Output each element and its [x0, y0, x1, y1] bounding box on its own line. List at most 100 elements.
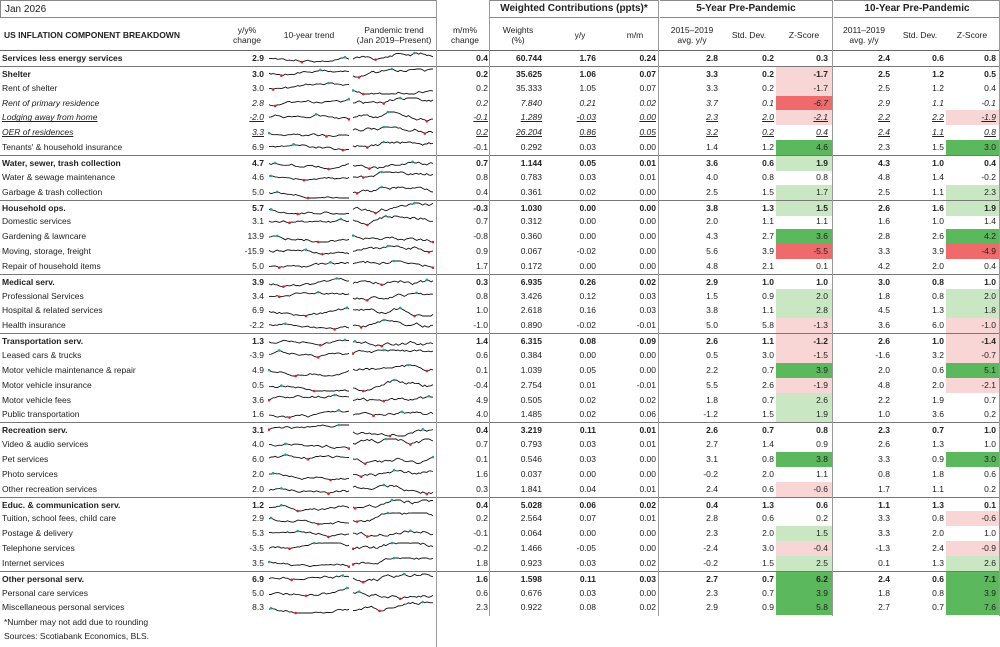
yy-change: 3.3 [252, 127, 264, 138]
yy-change: 6.0 [252, 453, 264, 464]
sparkline-path [268, 261, 350, 268]
five-year-stddev: 1.2 [762, 142, 774, 153]
ten-year-avg: 2.6 [878, 336, 890, 347]
five-year-stddev: 0.2 [762, 53, 774, 63]
table-row: Moving, storage, freight -15.9 0.9 0.067 -0.… [0, 244, 1000, 260]
mm-change: 0.4 [476, 425, 488, 436]
weight: 3.219 [520, 425, 542, 436]
sparkline-low-marker [341, 148, 345, 152]
pandemic-trend-sparkline [352, 339, 434, 348]
yy-change: 5.0 [252, 260, 264, 271]
pandemic-trend-cell [352, 303, 434, 318]
ten-year-avg: 2.4 [878, 127, 890, 138]
five-year-avg: -0.2 [703, 557, 718, 568]
ten-year-avg: 2.2 [878, 394, 890, 405]
table-row: Miscellaneous personal services 8.3 2.3 0.9… [0, 600, 1000, 616]
ten-year-trend-sparkline [268, 55, 350, 64]
weighted-mm: -0.01 [636, 320, 656, 331]
pandemic-trend-cell [352, 511, 434, 526]
ten-year-trend-sparkline [268, 207, 350, 215]
weighted-mm: 0.02 [639, 602, 656, 613]
weighted-yy: 0.03 [579, 142, 596, 153]
ten-year-trend-cell [268, 51, 350, 66]
ten-year-trend-cell [268, 541, 350, 556]
ten-year-stddev: 1.2 [932, 82, 944, 93]
weighted-mm: 0.00 [639, 112, 656, 123]
ten-year-zscore: -0.9 [946, 541, 1000, 557]
five-year-zscore: 3.8 [776, 451, 832, 467]
header-weights: Weights (%) [492, 18, 544, 51]
row-label: Water, sewer, trash collection [2, 157, 121, 168]
weighted-mm: -0.01 [636, 379, 656, 390]
pandemic-trend-cell [352, 110, 434, 125]
weight: 1.039 [520, 364, 542, 375]
mm-change: 0.4 [476, 499, 488, 510]
ten-year-avg: 2.4 [878, 53, 890, 63]
five-year-avg: 3.8 [706, 305, 718, 316]
pandemic-trend-sparkline [352, 498, 433, 510]
table-row: Rent of primary residence 2.8 0.2 7.840 0.21… [0, 95, 1000, 111]
yy-change: 2.9 [252, 53, 264, 63]
mm-change: 1.6 [476, 573, 488, 584]
yy-change: 5.3 [252, 528, 264, 539]
mm-change: 0.3 [476, 483, 488, 494]
ten-year-trend-sparkline [268, 132, 350, 138]
sparkline-low-marker [431, 240, 434, 244]
pandemic-trend-cell [352, 275, 434, 290]
sparkline-low-marker [304, 315, 308, 318]
ten-year-stddev: 0.8 [932, 587, 944, 598]
header-weights-line1: Weights [502, 24, 534, 35]
five-year-zscore: 1.5 [776, 200, 832, 216]
weighted-mm: 0.00 [639, 260, 656, 271]
sparkline-path [268, 472, 350, 481]
weight: 0.067 [520, 246, 542, 257]
table-row: Pet services 6.0 0.1 0.546 0.03 0.00 3.1 0.8 3.8… [0, 451, 1000, 467]
table-row: Personal care services 5.0 0.6 0.676 0.03 0.0… [0, 585, 1000, 601]
ten-year-trend-sparkline [268, 541, 350, 551]
five-year-zscore: 1.5 [776, 526, 832, 542]
sparkline-low-marker [366, 146, 369, 149]
header-pandemic: Pandemic trend (Jan 2019–Present) [352, 18, 436, 51]
ten-year-zscore: 0.5 [984, 68, 996, 79]
ten-year-trend-sparkline [268, 68, 350, 77]
five-year-stddev: 2.7 [762, 231, 774, 242]
ten-year-zscore: 2.0 [946, 288, 1000, 304]
sparkline-path [352, 141, 434, 149]
row-label: Educ. & communication serv. [2, 499, 121, 510]
header-mm-line1: m/m% [452, 24, 478, 35]
weighted-mm: 0.01 [639, 425, 656, 436]
ten-year-trend-sparkline [268, 503, 350, 512]
yy-change: 3.1 [252, 425, 264, 436]
five-year-stddev: 0.7 [762, 394, 774, 405]
pandemic-trend-cell [352, 452, 434, 467]
table-row: Tenants' & household insurance 6.9 -0.1 0.2… [0, 140, 1000, 156]
pandemic-trend-sparkline [352, 88, 434, 95]
ten-year-stddev: 2.0 [932, 379, 944, 390]
five-year-stddev: 2.1 [762, 260, 774, 271]
sparkline-high-marker [268, 132, 271, 135]
sparkline-high-marker [380, 185, 384, 188]
weighted-mm: 0.03 [639, 305, 656, 316]
sparkline-high-marker [343, 338, 347, 342]
sparkline-high-marker [343, 55, 347, 59]
five-year-avg: -2.4 [703, 543, 718, 554]
sparkline-low-marker [321, 252, 324, 256]
row-label: Transportation serv. [2, 336, 84, 347]
sparkline-path [268, 114, 350, 121]
ten-year-trend-sparkline [268, 453, 350, 461]
ten-year-stddev: 1.1 [932, 483, 944, 494]
yy-change: 0.5 [252, 379, 264, 390]
pandemic-trend-sparkline [352, 307, 434, 318]
ten-year-trend-cell [268, 407, 350, 422]
ten-year-stddev: 0.8 [932, 290, 944, 301]
ten-year-avg: 1.0 [878, 409, 890, 420]
ten-year-stddev: 1.0 [932, 216, 944, 227]
five-year-avg: 2.6 [706, 336, 718, 347]
sparkline-path [352, 411, 434, 417]
mm-change: 0.9 [476, 246, 488, 257]
ten-year-avg: 2.8 [878, 231, 890, 242]
header-rule [0, 50, 1000, 51]
ten-year-trend-sparkline [268, 306, 350, 318]
table-row: Telephone services -3.5 -0.2 1.466 -0.05 0.00… [0, 541, 1000, 557]
